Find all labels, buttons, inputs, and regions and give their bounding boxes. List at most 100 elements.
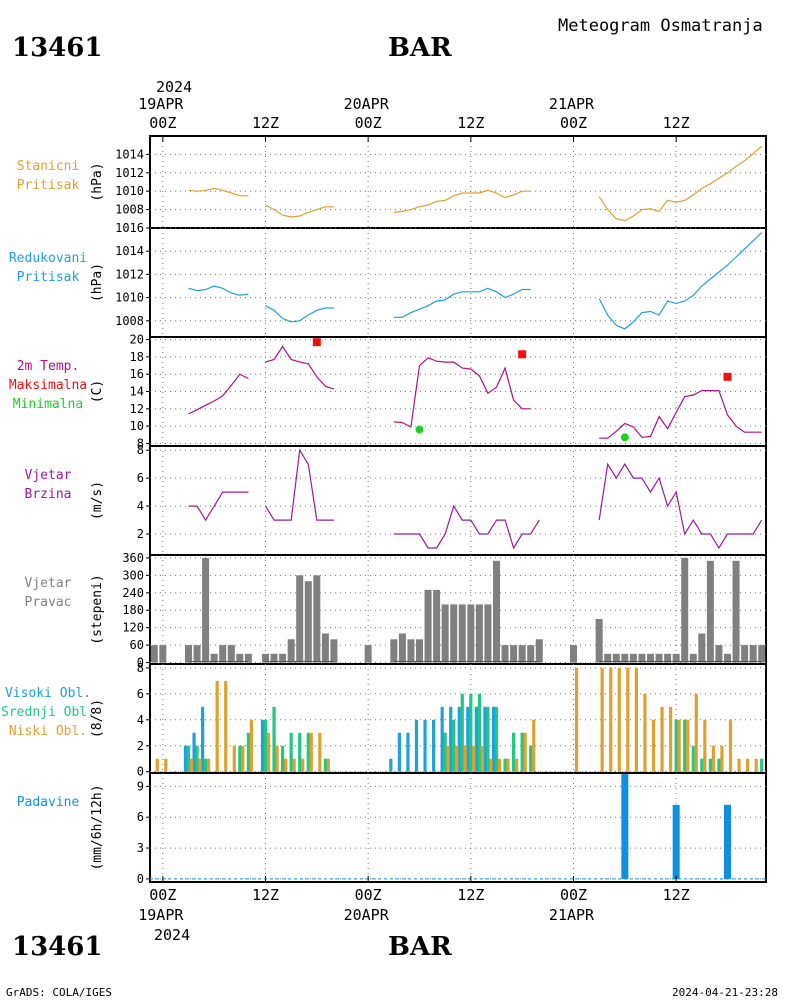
cloud-bar	[292, 758, 296, 772]
panel-label: Redukovani	[9, 251, 87, 266]
bar	[604, 653, 612, 663]
series-line	[264, 448, 334, 521]
y-tick-label: 14	[130, 385, 144, 399]
panel-3: 8 10 12 14 16 18 20 (C) 2m Temp. Maksimalna Minima…	[9, 333, 767, 450]
cloud-bar	[198, 758, 202, 772]
bar	[441, 604, 449, 663]
cloud-bar	[472, 745, 476, 772]
bar	[758, 645, 766, 663]
cloud-bar	[532, 719, 536, 772]
cloud-bar	[215, 680, 219, 772]
station-id-bottom: 13461	[12, 932, 102, 962]
y-tick-label: 0	[137, 765, 144, 779]
cloud-bar	[660, 706, 664, 772]
cloud-bar	[651, 719, 656, 772]
panel-2: 1008 1010 1012 1014 1016 (hPa)Redukovani Priti…	[9, 221, 767, 338]
bar	[227, 645, 235, 663]
cloud-bar	[224, 680, 228, 772]
top-date-label: 21APR	[549, 95, 595, 113]
series-line	[265, 345, 335, 390]
bar	[210, 653, 218, 663]
bar	[458, 604, 466, 663]
bar	[219, 645, 227, 663]
cloud-bar	[326, 758, 330, 772]
bar	[732, 560, 740, 663]
max-temp-marker	[723, 372, 732, 381]
bottom-date-label: 19APR	[138, 906, 184, 924]
y-tick-label: 6	[137, 471, 144, 485]
cloud-bar	[272, 706, 276, 772]
cloud-bar	[503, 758, 507, 772]
bar	[398, 633, 406, 663]
panel-label: Brzina	[25, 487, 72, 502]
cloud-bar	[281, 745, 285, 772]
top-hour-label: 12Z	[457, 114, 484, 132]
cloud-bar	[457, 706, 461, 772]
cloud-bar	[486, 706, 490, 772]
bar	[262, 653, 269, 663]
y-tick-label: 1010	[115, 184, 144, 198]
bar	[150, 645, 158, 663]
bar	[159, 645, 167, 663]
top-hour-label: 00Z	[149, 114, 176, 132]
bar	[672, 653, 680, 663]
bar	[475, 604, 483, 663]
cloud-bar	[460, 693, 464, 772]
bar	[638, 653, 646, 663]
bar	[715, 645, 723, 663]
bar	[706, 560, 714, 663]
bar	[629, 653, 637, 663]
cloud-bar	[506, 758, 510, 772]
cloud-bar	[491, 706, 496, 772]
bottom-hour-label: 12Z	[252, 886, 279, 904]
cloud-bar	[201, 706, 205, 772]
y-tick-label: 9	[137, 779, 144, 793]
cloud-bar	[306, 732, 310, 772]
panel-label: Srednji Obl.	[1, 705, 95, 720]
cloud-bar	[469, 693, 473, 772]
bar	[621, 774, 629, 879]
bar	[698, 633, 706, 663]
footer-right: 2024-04-21-23:28	[672, 986, 778, 999]
time-axis: 19APR00Z00Z19APR12Z12Z20APR00Z00Z20APR12…	[138, 95, 689, 924]
series-line	[393, 189, 531, 213]
bar	[321, 633, 329, 663]
cloud-bar	[241, 745, 245, 772]
cloud-bar	[728, 719, 733, 772]
bar	[664, 653, 672, 663]
panel-label: Pravac	[25, 595, 72, 610]
cloud-bar	[609, 667, 613, 772]
cloud-bar	[246, 732, 250, 772]
cloud-bar	[186, 745, 191, 772]
cloud-bar	[432, 719, 436, 772]
y-tick-label: 10	[130, 419, 144, 433]
bar	[193, 645, 201, 663]
y-tick-label: 16	[130, 367, 144, 381]
top-hour-label: 00Z	[355, 114, 382, 132]
cloud-bar	[717, 758, 721, 772]
cloud-bar	[397, 732, 401, 772]
bar	[681, 557, 689, 663]
product-title: Meteogram Osmatranja	[558, 16, 763, 36]
panel-label: Visoki Obl.	[5, 686, 91, 701]
cloud-bar	[266, 732, 271, 772]
top-date-label: 20APR	[344, 95, 390, 113]
panel-1: 1008 1010 1012 1014 (hPa) Stanicni Pritisak	[17, 135, 767, 229]
y-tick-label: 4	[137, 499, 144, 513]
cloud-bar	[720, 745, 724, 772]
bar	[467, 604, 475, 663]
bar	[390, 639, 398, 663]
y-axis-label: (hPa)	[90, 263, 105, 302]
bar	[244, 653, 252, 663]
cloud-bar	[643, 693, 647, 772]
bar	[527, 645, 535, 663]
cloud-bar	[423, 719, 427, 772]
bottom-hour-label: 12Z	[457, 886, 484, 904]
cloud-bar	[260, 719, 265, 772]
cloud-bar	[443, 732, 447, 772]
cloud-bar	[192, 732, 196, 772]
y-axis-label: (stepeni)	[90, 574, 105, 644]
panel-label: Pritisak	[17, 178, 80, 193]
cloud-bar	[703, 719, 707, 772]
y-tick-label: 0	[137, 872, 144, 886]
